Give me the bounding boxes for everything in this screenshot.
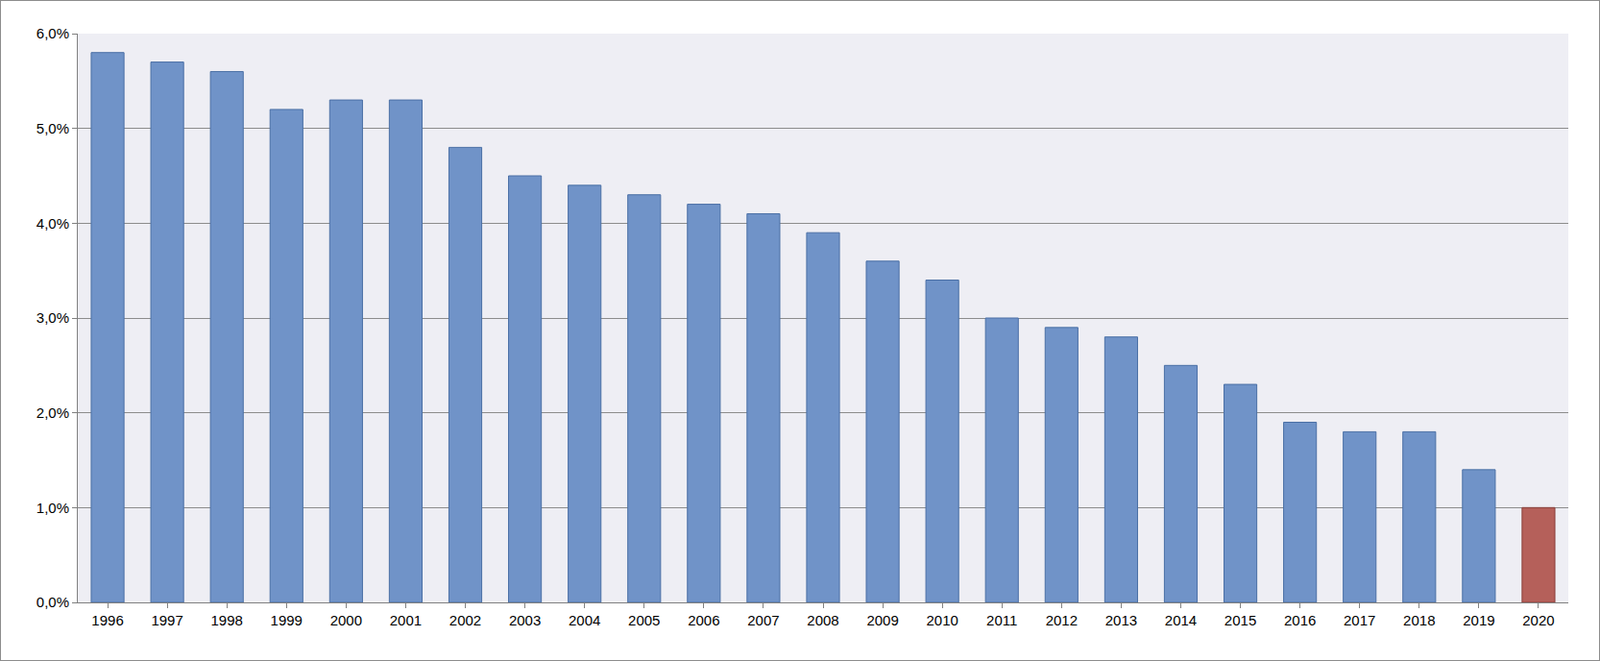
svg-text:0,0%: 0,0% xyxy=(36,593,70,610)
svg-text:2014: 2014 xyxy=(1164,611,1197,629)
svg-text:4,0%: 4,0% xyxy=(36,215,70,232)
svg-text:2001: 2001 xyxy=(389,611,422,629)
svg-text:2020: 2020 xyxy=(1522,611,1554,629)
svg-text:2008: 2008 xyxy=(806,611,839,629)
svg-text:2013: 2013 xyxy=(1105,611,1138,629)
svg-text:2003: 2003 xyxy=(509,611,541,629)
svg-text:2012: 2012 xyxy=(1045,611,1078,629)
svg-text:1996: 1996 xyxy=(91,611,123,629)
svg-text:2004: 2004 xyxy=(568,611,601,629)
svg-text:2015: 2015 xyxy=(1224,611,1257,629)
svg-text:2016: 2016 xyxy=(1284,611,1316,629)
svg-text:2006: 2006 xyxy=(687,611,720,629)
svg-text:2011: 2011 xyxy=(986,611,1018,629)
svg-text:2010: 2010 xyxy=(925,611,958,629)
svg-text:2000: 2000 xyxy=(330,611,363,629)
svg-text:2017: 2017 xyxy=(1343,611,1376,629)
svg-text:2007: 2007 xyxy=(747,611,779,629)
svg-text:6,0%: 6,0% xyxy=(36,24,70,42)
svg-text:2018: 2018 xyxy=(1403,611,1435,629)
svg-text:2,0%: 2,0% xyxy=(36,404,70,421)
svg-text:2019: 2019 xyxy=(1462,611,1495,629)
svg-text:5,0%: 5,0% xyxy=(36,120,70,137)
svg-text:2005: 2005 xyxy=(628,611,660,629)
svg-text:1997: 1997 xyxy=(150,611,183,629)
svg-text:1,0%: 1,0% xyxy=(36,499,70,516)
svg-text:1998: 1998 xyxy=(211,611,243,629)
svg-text:2009: 2009 xyxy=(866,611,898,629)
svg-text:3,0%: 3,0% xyxy=(36,309,70,326)
svg-text:2002: 2002 xyxy=(449,611,482,629)
svg-text:1999: 1999 xyxy=(270,611,303,629)
